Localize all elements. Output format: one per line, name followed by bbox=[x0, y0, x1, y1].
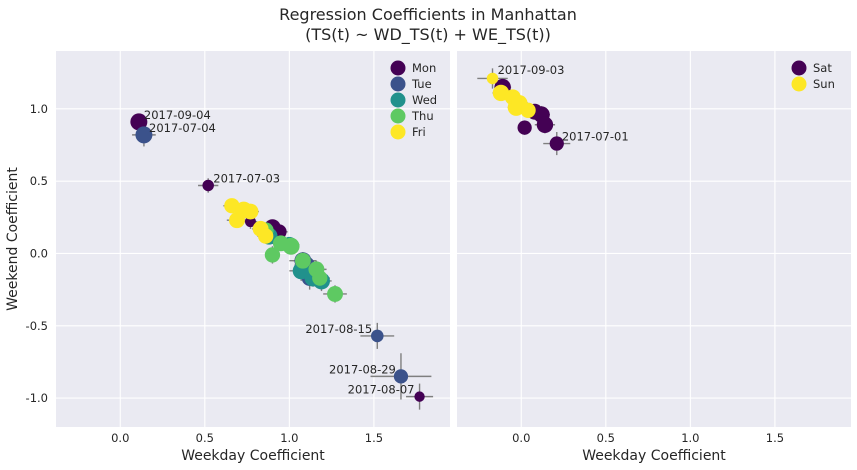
point-mon bbox=[202, 179, 214, 192]
date-annotation: 2017-08-15 bbox=[305, 322, 372, 336]
legend-marker-wed bbox=[390, 92, 406, 108]
point-tue bbox=[393, 369, 409, 384]
point-thu bbox=[327, 286, 343, 302]
legend-weekend: Sat Sun bbox=[791, 60, 835, 92]
x-tick-label: 1.5 bbox=[365, 431, 383, 445]
legend-marker-thu bbox=[390, 108, 406, 124]
legend-marker-tue bbox=[390, 76, 406, 92]
date-annotation: 2017-07-01 bbox=[562, 130, 629, 144]
plot-area-left bbox=[56, 51, 450, 427]
x-tick-label: 1.0 bbox=[681, 431, 699, 445]
x-tick-label: 0.5 bbox=[196, 431, 214, 445]
chart-title-line-2: (TS(t) ~ WD_TS(t) + WE_TS(t)) bbox=[305, 25, 551, 45]
date-annotation: 2017-07-04 bbox=[149, 121, 216, 135]
y-tick-label: -1.0 bbox=[26, 391, 48, 405]
panel-weekend: 2017-09-03 2017-07-01 0.0 0.5 1.0 1.5 Sat Sun… bbox=[457, 51, 851, 464]
points-right bbox=[486, 72, 564, 151]
date-annotation: 2017-08-07 bbox=[348, 383, 415, 397]
legend-marker-sat bbox=[791, 60, 807, 76]
legend-label-mon: Mon bbox=[412, 61, 436, 75]
annotations-right: 2017-09-03 2017-07-01 bbox=[498, 63, 629, 144]
point-fri bbox=[242, 203, 259, 220]
legend-marker-fri bbox=[390, 124, 406, 140]
point-fri bbox=[258, 228, 274, 244]
point-sat bbox=[517, 120, 532, 135]
y-tick-label: -0.5 bbox=[26, 319, 48, 333]
point-sun bbox=[486, 72, 499, 85]
legend-label-tue: Tue bbox=[411, 77, 432, 91]
point-mon bbox=[414, 391, 425, 402]
legend-label-thu: Thu bbox=[411, 109, 434, 123]
point-thu bbox=[264, 247, 281, 263]
chart-title-line-1: Regression Coefficients in Manhattan bbox=[279, 5, 577, 24]
x-tick-label: 0.0 bbox=[111, 431, 129, 445]
date-annotation: 2017-09-03 bbox=[498, 63, 565, 77]
point-sat bbox=[549, 136, 564, 151]
y-tick-label: 0.5 bbox=[30, 174, 48, 188]
legend-label-sun: Sun bbox=[813, 77, 835, 91]
point-thu bbox=[294, 252, 311, 269]
y-tick-label: 1.0 bbox=[30, 102, 48, 116]
legend-label-wed: Wed bbox=[412, 93, 437, 107]
ticks-right: 0.0 0.5 1.0 1.5 bbox=[512, 431, 784, 445]
x-tick-label: 1.5 bbox=[766, 431, 784, 445]
x-tick-label: 1.0 bbox=[280, 431, 298, 445]
date-annotation: 2017-08-29 bbox=[329, 362, 396, 376]
x-tick-label: 0.0 bbox=[512, 431, 530, 445]
y-axis-label: Weekend Coefficient bbox=[5, 167, 21, 311]
point-tue bbox=[370, 329, 384, 343]
y-tick-label: 0.0 bbox=[30, 246, 48, 260]
legend-label-fri: Fri bbox=[412, 125, 426, 139]
point-sun bbox=[520, 102, 536, 118]
points-left bbox=[130, 113, 425, 402]
x-axis-label-left: Weekday Coefficient bbox=[181, 448, 325, 464]
date-annotation: 2017-07-03 bbox=[213, 172, 280, 186]
point-tue bbox=[135, 126, 153, 144]
point-thu bbox=[312, 270, 328, 286]
legend-marker-sun bbox=[791, 76, 807, 92]
legend-weekday: Mon Tue Wed Thu Fri bbox=[390, 60, 437, 140]
date-annotation: 2017-09-04 bbox=[144, 108, 211, 122]
point-thu bbox=[282, 237, 300, 255]
legend-label-sat: Sat bbox=[813, 61, 832, 75]
x-axis-label-right: Weekday Coefficient bbox=[582, 448, 726, 464]
ticks-left: 0.0 0.5 1.0 1.5 1.0 0.5 0.0 -0.5 -1.0 bbox=[26, 102, 384, 445]
point-mon bbox=[130, 113, 148, 131]
legend-marker-mon bbox=[390, 60, 406, 76]
x-tick-label: 0.5 bbox=[597, 431, 615, 445]
point-sat bbox=[536, 116, 554, 133]
